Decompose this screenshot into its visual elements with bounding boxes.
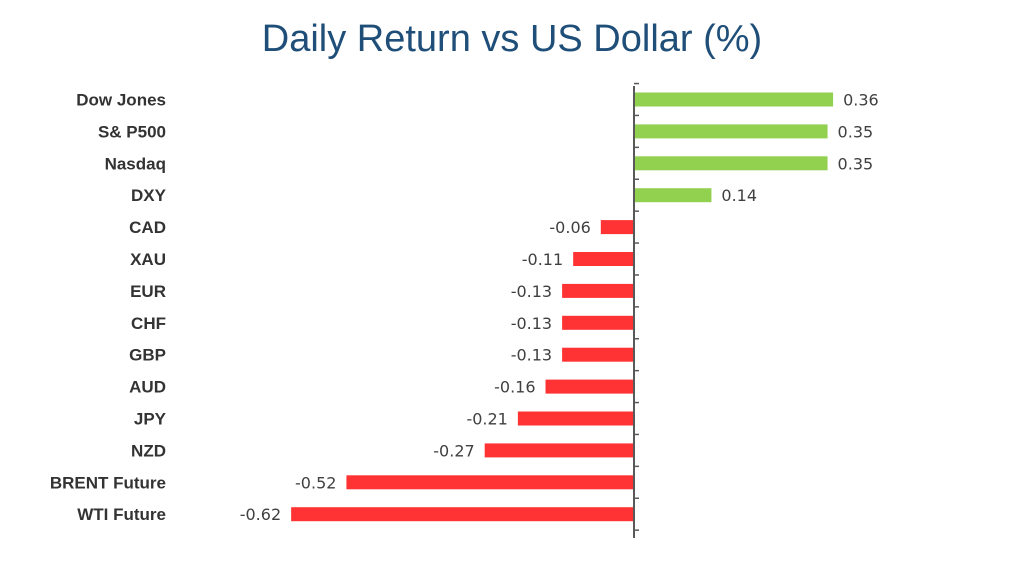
bar-12 [346,475,634,490]
bar-11 [484,443,634,458]
bar-9 [545,379,634,394]
value-label-12: -0.52 [295,473,336,492]
bar-3 [634,188,712,203]
value-label-4: -0.06 [549,218,590,237]
value-label-10: -0.21 [466,410,507,429]
value-label-9: -0.16 [494,378,535,397]
category-label-13: WTI Future [77,505,166,524]
category-label-12: BRENT Future [50,473,166,492]
category-label-3: DXY [131,186,167,205]
bar-4 [600,220,634,235]
category-label-6: EUR [130,282,166,301]
category-label-11: NZD [131,441,166,460]
bar-1 [634,124,828,139]
category-label-1: S& P500 [98,122,166,141]
category-label-10: JPY [134,410,167,429]
category-label-9: AUD [129,378,166,397]
chart-title: Daily Return vs US Dollar (%) [261,18,763,60]
bar-13 [291,507,634,522]
value-label-5: -0.11 [522,250,563,269]
category-label-0: Dow Jones [76,91,166,110]
value-label-7: -0.13 [511,314,552,333]
category-label-8: GBP [129,346,166,365]
bar-10 [517,411,634,426]
value-label-1: 0.35 [838,122,874,141]
value-label-2: 0.35 [838,154,874,173]
bar-7 [562,315,634,330]
bar-8 [562,347,634,362]
category-label-4: CAD [129,218,166,237]
category-label-5: XAU [130,250,166,269]
category-label-2: Nasdaq [105,154,166,173]
bar-6 [562,283,634,298]
value-label-3: 0.14 [721,186,757,205]
bar-0 [634,92,834,107]
value-label-6: -0.13 [511,282,552,301]
category-label-7: CHF [131,314,166,333]
bar-5 [573,252,634,266]
value-label-0: 0.36 [843,91,879,110]
value-label-13: -0.62 [240,505,281,524]
value-label-11: -0.27 [433,441,474,460]
value-label-8: -0.13 [511,346,552,365]
bar-2 [634,156,828,171]
